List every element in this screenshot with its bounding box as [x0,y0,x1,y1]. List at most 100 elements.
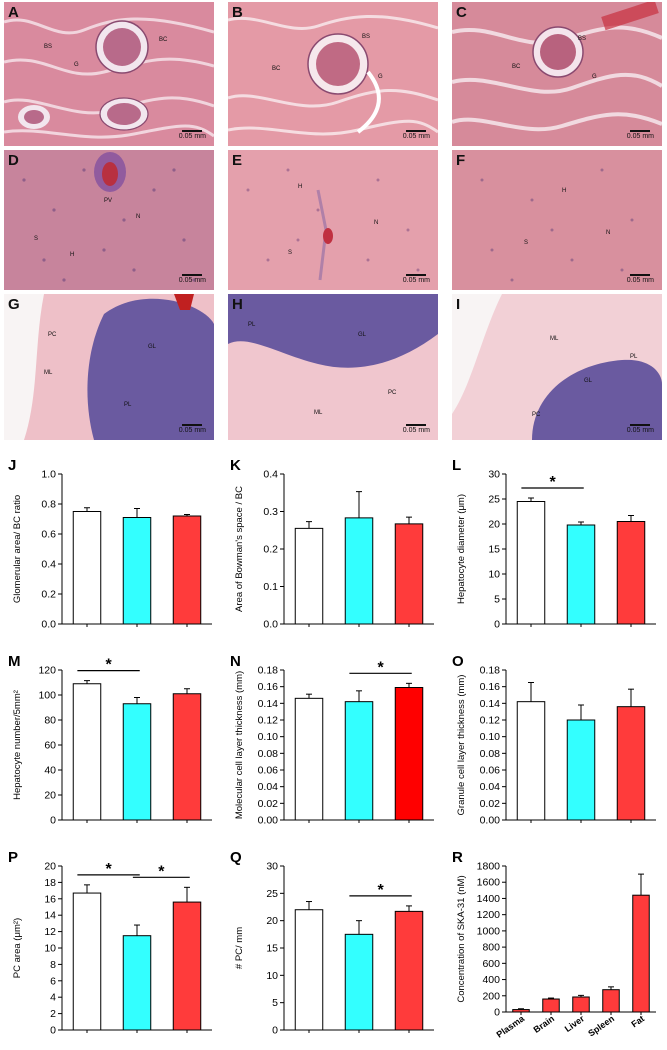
y-tick-label: 0.16 [258,681,279,693]
y-tick-label: 0.8 [41,499,56,511]
y-tick-label: 1200 [477,909,501,921]
y-tick-label: 10 [488,569,500,581]
y-tick-label: 0.0 [263,619,278,631]
significance-star: * [158,863,165,880]
y-axis-label: Hepatocyte number/5mm² [12,690,23,800]
y-tick-label: 12 [44,926,56,938]
bar [344,933,374,1031]
bar [122,517,152,625]
bar [294,697,324,821]
y-tick-label: 600 [482,958,500,970]
panel-label: R [452,849,463,866]
annotation-bs: BS [44,44,53,50]
annotation-h: H [70,252,75,258]
y-axis-label: Area of Bowman's space / BC [234,486,245,612]
y-axis-label: Granule cell layer thickness (mm) [456,675,467,816]
y-axis-label: Hepatocyte diameter (μm) [456,494,467,604]
annotation-s: S [524,240,529,246]
cerebellum-section-image [4,294,214,440]
histology-panel-b: B BS BC G 0.05 mm [228,2,438,146]
y-tick-label: 1.0 [41,469,56,481]
histology-panel-h: H PL GL PC ML 0.05 mm [228,294,438,440]
x-tick-label: Liver [563,1013,587,1034]
annotation-pl: PL [124,402,132,408]
chart-pc-area: P PC area (μm²) 0 2 4 6 8 10 12 14 16 18 20 * * [8,849,212,1037]
y-tick-label: 0.1 [263,581,278,593]
y-tick-label: 20 [266,915,278,927]
bar [122,935,152,1031]
liver-section-image [452,150,662,290]
bar [394,687,424,821]
y-tick-label: 30 [488,469,500,481]
bar [616,706,646,821]
y-tick-label: 20 [488,519,500,531]
bar [294,527,324,625]
significance-star: * [105,657,112,674]
y-tick-label: 14 [44,910,56,922]
panel-label: P [8,849,18,866]
y-tick-label: 0.10 [480,731,501,743]
panel-label: C [456,4,467,21]
y-tick-label: 0.0 [41,619,56,631]
panel-label: G [8,296,20,313]
annotation-pc: PC [532,412,541,418]
annotation-h: H [298,184,303,190]
y-tick-label: 0 [50,1025,56,1037]
bar [172,693,202,821]
bar [122,703,152,821]
annotation-g: G [592,74,597,80]
panel-label: Q [230,849,242,866]
y-tick-label: 0.02 [480,798,501,810]
bar [172,515,202,625]
y-tick-label: 0.14 [480,698,501,710]
panel-label: L [452,457,461,474]
y-tick-label: 0.02 [258,798,279,810]
liver-section-image [4,150,214,290]
histology-panel-c: C BS BC G 0.05 mm [452,2,662,146]
y-tick-label: 0.06 [480,765,501,777]
annotation-ml: ML [550,336,559,342]
annotation-n: N [374,220,379,226]
y-tick-label: 0 [272,1025,278,1037]
annotation-bc: BC [159,37,168,43]
y-tick-label: 0.12 [258,715,279,727]
panel-label: M [8,653,21,670]
scale-bar: 0.05 mm [627,130,654,140]
y-tick-label: 1400 [477,893,501,905]
y-tick-label: 16 [44,893,56,905]
y-tick-label: 0.2 [41,589,56,601]
y-tick-label: 15 [266,943,278,955]
y-tick-label: 0.16 [480,681,501,693]
annotation-gl: GL [358,332,367,338]
y-tick-label: 15 [488,544,500,556]
annotation-pc: PC [388,390,397,396]
annotation-pl: PL [248,322,256,328]
bar [516,501,546,625]
y-axis-label: PC area (μm²) [12,918,23,978]
panel-label: J [8,457,16,474]
y-tick-label: 25 [266,888,278,900]
cerebellum-section-image [452,294,662,440]
y-tick-label: 60 [44,740,56,752]
panel-label: B [232,4,243,21]
x-tick-label: Fat [629,1013,646,1029]
annotation-g: G [74,62,79,68]
significance-star: * [377,882,384,899]
chart-hepatocyte-diameter: L Hepatocyte diameter (μm) 0 5 10 15 20 25 30 * [452,457,656,631]
chart-granule-layer: O Granule cell layer thickness (mm) 0.00 0.… [452,653,656,827]
y-tick-label: 0.4 [41,559,56,571]
bar [632,894,650,1013]
significance-star: * [105,861,112,878]
y-tick-label: 800 [482,942,500,954]
y-axis-label: Glomerular area/ BC ratio [12,495,23,603]
panel-label: O [452,653,464,670]
bar [72,892,102,1031]
annotation-s: S [288,250,293,256]
y-tick-label: 6 [50,975,56,987]
kidney-section-image [228,2,438,146]
y-tick-label: 25 [488,494,500,506]
y-tick-label: 1000 [477,925,501,937]
panel-label: A [8,4,19,21]
y-tick-label: 0.6 [41,529,56,541]
